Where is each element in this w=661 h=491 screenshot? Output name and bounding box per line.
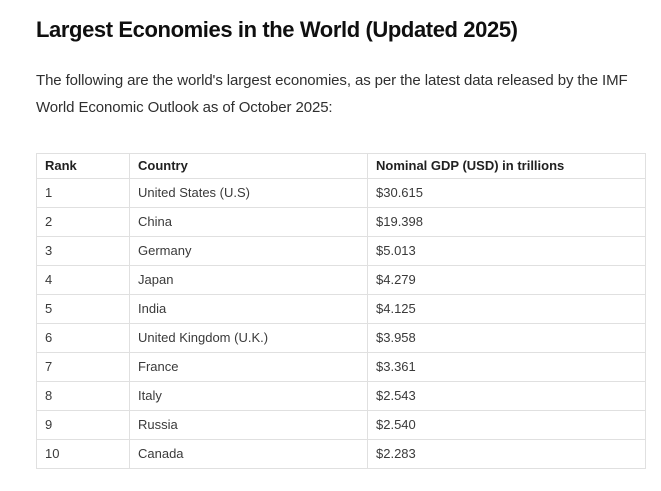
country-cell: India — [129, 294, 368, 324]
gdp-cell: $4.125 — [367, 294, 646, 324]
gdp-cell: $4.279 — [367, 265, 646, 295]
rank-cell: 1 — [36, 178, 130, 208]
rank-cell: 6 — [36, 323, 130, 353]
country-cell: Canada — [129, 439, 368, 469]
gdp-cell: $19.398 — [367, 207, 646, 237]
gdp-cell: $3.361 — [367, 352, 646, 382]
rank-cell: 9 — [36, 410, 130, 440]
rank-cell: 4 — [36, 265, 130, 295]
gdp-cell: $2.540 — [367, 410, 646, 440]
table-row: 2 China $19.398 — [36, 207, 646, 237]
table-row: 5 India $4.125 — [36, 294, 646, 324]
table-row: 1 United States (U.S) $30.615 — [36, 178, 646, 208]
table-header-row: Rank Country Nominal GDP (USD) in trilli… — [36, 153, 646, 179]
gdp-cell: $2.283 — [367, 439, 646, 469]
table-row: 8 Italy $2.543 — [36, 381, 646, 411]
gdp-cell: $30.615 — [367, 178, 646, 208]
table-row: 9 Russia $2.540 — [36, 410, 646, 440]
table-row: 3 Germany $5.013 — [36, 236, 646, 266]
gdp-cell: $5.013 — [367, 236, 646, 266]
country-cell: Japan — [129, 265, 368, 295]
rank-cell: 8 — [36, 381, 130, 411]
country-cell: Germany — [129, 236, 368, 266]
country-cell: Italy — [129, 381, 368, 411]
economies-table: Rank Country Nominal GDP (USD) in trilli… — [36, 153, 646, 469]
country-cell: Russia — [129, 410, 368, 440]
gdp-cell: $3.958 — [367, 323, 646, 353]
gdp-cell: $2.543 — [367, 381, 646, 411]
rank-cell: 7 — [36, 352, 130, 382]
rank-cell: 3 — [36, 236, 130, 266]
column-header-country: Country — [129, 153, 368, 179]
rank-cell: 10 — [36, 439, 130, 469]
country-cell: United Kingdom (U.K.) — [129, 323, 368, 353]
country-cell: United States (U.S) — [129, 178, 368, 208]
rank-cell: 5 — [36, 294, 130, 324]
column-header-rank: Rank — [36, 153, 130, 179]
intro-paragraph: The following are the world's largest ec… — [36, 72, 628, 116]
table-row: 10 Canada $2.283 — [36, 439, 646, 469]
table-row: 4 Japan $4.279 — [36, 265, 646, 295]
country-cell: China — [129, 207, 368, 237]
table-row: 6 United Kingdom (U.K.) $3.958 — [36, 323, 646, 353]
table-row: 7 France $3.361 — [36, 352, 646, 382]
page-title: Largest Economies in the World (Updated … — [36, 17, 518, 42]
country-cell: France — [129, 352, 368, 382]
rank-cell: 2 — [36, 207, 130, 237]
column-header-gdp: Nominal GDP (USD) in trillions — [367, 153, 646, 179]
article-page: Largest Economies in the World (Updated … — [36, 17, 646, 469]
